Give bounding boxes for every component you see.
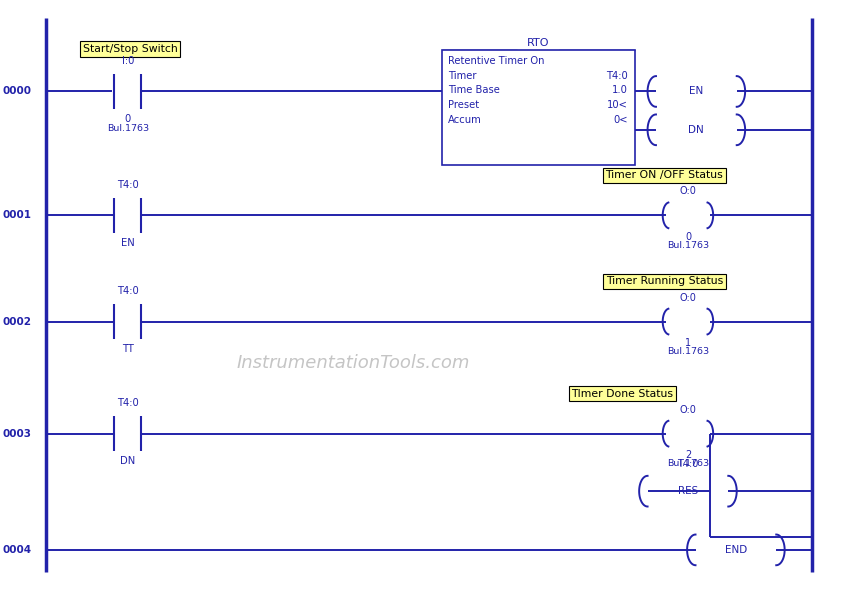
Text: Bul.1763: Bul.1763 <box>667 459 709 468</box>
Bar <box>442 50 635 165</box>
Text: T4:0: T4:0 <box>677 459 699 468</box>
Text: EN: EN <box>690 87 703 96</box>
Text: I:0: I:0 <box>122 56 134 66</box>
Text: Timer Running Status: Timer Running Status <box>606 277 723 286</box>
Text: O:0: O:0 <box>680 293 696 303</box>
Text: Accum: Accum <box>448 115 482 124</box>
Text: TImer Done Status: TImer Done Status <box>571 389 674 398</box>
Text: EN: EN <box>121 238 135 248</box>
Text: 0001: 0001 <box>3 211 31 220</box>
Text: Bul.1763: Bul.1763 <box>667 347 709 356</box>
Text: 1.0: 1.0 <box>612 86 628 95</box>
Text: Bul.1763: Bul.1763 <box>667 241 709 250</box>
Text: 0: 0 <box>124 114 131 124</box>
Text: Bul.1763: Bul.1763 <box>107 124 149 133</box>
Text: Timer: Timer <box>448 71 477 80</box>
Text: END: END <box>725 545 747 555</box>
Text: T4:0: T4:0 <box>117 180 139 190</box>
Text: Retentive Timer On: Retentive Timer On <box>448 56 545 65</box>
Text: Timer ON /OFF Status: Timer ON /OFF Status <box>606 171 723 180</box>
Text: 0: 0 <box>685 232 691 242</box>
Text: DN: DN <box>120 456 135 466</box>
Text: 1: 1 <box>685 338 691 348</box>
Text: O:0: O:0 <box>680 405 696 415</box>
Text: 10<: 10< <box>607 100 628 110</box>
Text: Time Base: Time Base <box>448 86 500 95</box>
Text: TT: TT <box>122 344 134 354</box>
Text: RTO: RTO <box>527 38 549 48</box>
Text: O:0: O:0 <box>680 186 696 196</box>
Text: 0<: 0< <box>614 115 628 124</box>
Text: 0000: 0000 <box>3 87 31 96</box>
Text: T4:0: T4:0 <box>606 71 628 80</box>
Text: Preset: Preset <box>448 100 479 110</box>
Text: DN: DN <box>689 125 704 135</box>
Text: T4:0: T4:0 <box>117 398 139 408</box>
Text: 0004: 0004 <box>3 545 32 555</box>
Text: 2: 2 <box>685 450 691 460</box>
Text: Start/Stop Switch: Start/Stop Switch <box>83 44 177 54</box>
Text: InstrumentationTools.com: InstrumentationTools.com <box>236 354 470 372</box>
Text: T4:0: T4:0 <box>117 286 139 296</box>
Text: RES: RES <box>678 486 698 496</box>
Text: 0003: 0003 <box>3 429 31 438</box>
Text: 0002: 0002 <box>3 317 31 326</box>
